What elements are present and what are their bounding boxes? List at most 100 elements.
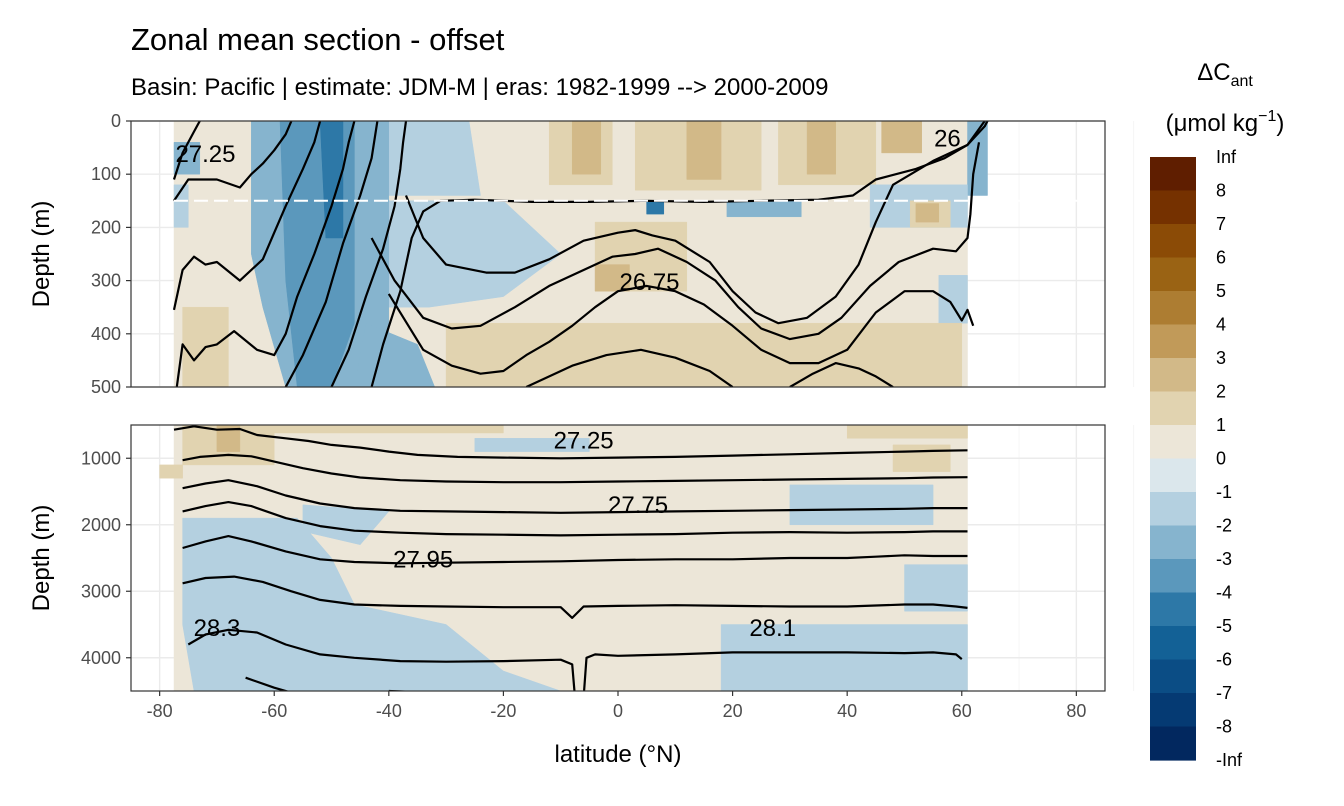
legend-swatch <box>1150 559 1196 594</box>
contour-label: 26.75 <box>619 269 679 296</box>
legend-swatch <box>1150 458 1196 493</box>
contour-label: 27.95 <box>393 546 453 573</box>
colour-field-region <box>726 200 802 218</box>
legend-swatch <box>1150 626 1196 661</box>
legend-tick-label: 2 <box>1216 382 1226 402</box>
colour-field-region <box>938 275 968 324</box>
colour-field-region <box>789 484 934 526</box>
legend-swatch <box>1150 693 1196 728</box>
contour-label: 27.25 <box>554 427 614 454</box>
legend-swatch <box>1150 726 1196 761</box>
colour-field-region <box>846 425 968 439</box>
upper-panel-border <box>130 120 1106 388</box>
legend-title: ΔCant <box>1197 59 1253 90</box>
colour-field-region <box>904 564 968 612</box>
x-tick-label: -40 <box>376 701 402 721</box>
legend-swatch <box>1150 324 1196 359</box>
legend-tick-label: 8 <box>1216 181 1226 201</box>
colour-field-region <box>354 322 435 387</box>
legend-unit-close: ) <box>1276 110 1284 137</box>
legend-tick-label: 5 <box>1216 281 1226 301</box>
contour-label: 28.1 <box>749 615 796 642</box>
legend-tick-label: -8 <box>1216 717 1232 737</box>
legend-tick-label: 0 <box>1216 449 1226 469</box>
legend-swatch <box>1150 425 1196 460</box>
legend-unit-superscript: −1 <box>1258 108 1276 125</box>
legend-swatch <box>1150 291 1196 326</box>
isopycnal-line <box>173 121 293 202</box>
lower-isopycnals <box>173 425 968 691</box>
colour-field-region <box>319 121 344 239</box>
x-axis-label: latitude (°N) <box>555 741 682 768</box>
isopycnal-line <box>370 142 981 341</box>
isopycnal-line <box>182 453 968 484</box>
isopycnal-line <box>404 121 986 325</box>
colour-field-region <box>892 444 951 472</box>
isopycnal-line <box>330 121 408 387</box>
legend-tick-label: -3 <box>1216 549 1232 569</box>
x-tick-label: -20 <box>490 701 516 721</box>
lower-colour-fields <box>159 425 968 691</box>
y-tick-label: 3000 <box>81 581 121 601</box>
colour-field-region <box>915 203 940 223</box>
y-axis-label-bottom: Depth (m) <box>28 505 55 612</box>
colour-field-region <box>594 264 630 292</box>
legend-unit-text: (μmol kg <box>1166 110 1259 137</box>
legend-swatch <box>1150 224 1196 259</box>
chart-subtitle: Basin: Pacific | estimate: JDM-M | eras:… <box>131 74 829 101</box>
contour-label: 26 <box>934 126 961 153</box>
isopycnal-line <box>182 575 968 619</box>
x-tick-label: 60 <box>952 701 972 721</box>
x-tick-label: -60 <box>261 701 287 721</box>
isopycnal-line <box>172 121 201 180</box>
legend-swatch <box>1150 190 1196 225</box>
y-tick-label: 4000 <box>81 648 121 668</box>
y-tick-label: 500 <box>91 377 121 397</box>
colour-field-region <box>388 121 481 196</box>
contour-label: 27.25 <box>175 141 235 168</box>
isopycnal-line <box>187 628 963 691</box>
legend-swatch <box>1150 257 1196 292</box>
legend-tick-label: -1 <box>1216 482 1232 502</box>
legend-tick-label: 3 <box>1216 348 1226 368</box>
colour-field-region <box>571 121 602 175</box>
isopycnal-line <box>182 479 968 514</box>
legend-tick-label: -7 <box>1216 683 1232 703</box>
legend-swatch <box>1150 358 1196 393</box>
colour-field-region <box>173 142 201 175</box>
legend-tick-label: Inf <box>1216 147 1237 167</box>
colour-field-region <box>474 438 590 452</box>
isopycnal-line <box>387 284 975 375</box>
isopycnal-line <box>172 121 322 311</box>
isopycnal-line <box>182 535 968 565</box>
legend-tick-label: -6 <box>1216 650 1232 670</box>
upper-panel: 27.25 26 26.75 <box>131 120 1135 388</box>
y-axis-label-top: Depth (m) <box>28 201 55 308</box>
colour-field-region <box>216 425 241 452</box>
y-tick-label: 2000 <box>81 515 121 535</box>
isopycnal-line <box>173 425 968 460</box>
x-tick-label: 80 <box>1066 701 1086 721</box>
isopycnal-line <box>182 501 968 537</box>
y-tick-label: 100 <box>91 164 121 184</box>
legend-swatch <box>1150 592 1196 627</box>
legend-tick-label: -5 <box>1216 616 1232 636</box>
colour-field-region <box>182 517 561 691</box>
legend-tick-label: -4 <box>1216 583 1232 603</box>
legend-swatch <box>1150 157 1196 192</box>
x-tick-label: -80 <box>147 701 173 721</box>
colour-field-region <box>273 425 504 434</box>
colour-legend: ΔCant (μmol kg−1) Inf 8 7 6 5 4 3 2 1 0 -1 -2 -3 -4 -5 -6… <box>1150 59 1284 770</box>
contour-label: 27.75 <box>608 492 668 519</box>
legend-title-subscript: ant <box>1231 73 1254 90</box>
x-tick-label: 20 <box>723 701 743 721</box>
legend-swatch <box>1150 492 1196 527</box>
legend-tick-label: -2 <box>1216 516 1232 536</box>
legend-tick-label: 7 <box>1216 214 1226 234</box>
contour-label: 28.3 <box>194 615 241 642</box>
colour-field-region <box>806 121 836 175</box>
colour-field-region <box>445 322 963 387</box>
isopycnal-line <box>525 348 734 387</box>
